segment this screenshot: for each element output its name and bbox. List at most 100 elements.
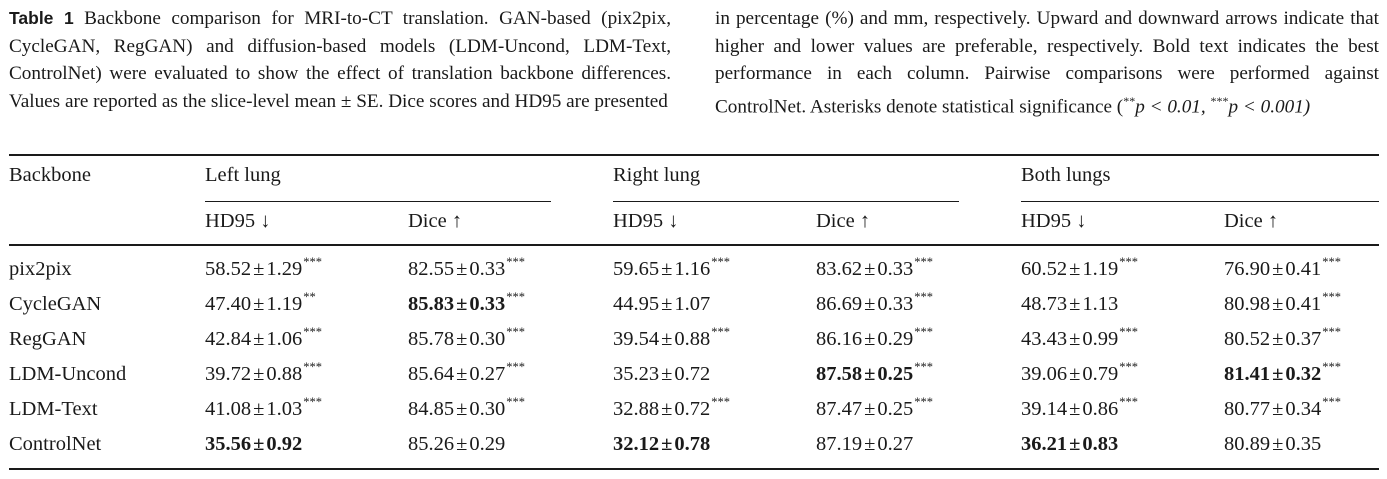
cell-significance: ***	[303, 360, 323, 374]
cell-significance: ***	[506, 290, 526, 304]
plus-minus-sign: ±	[864, 258, 876, 280]
cell-mean: 32.12	[613, 433, 660, 455]
cell-se: 1.06	[266, 328, 303, 350]
caption-text-left: Backbone comparison for MRI-to-CT transl…	[9, 8, 672, 113]
cell-se: 0.35	[1285, 433, 1322, 455]
cell-significance: ***	[1119, 360, 1139, 374]
table-cell: 39.54±0.88***	[613, 325, 731, 353]
cell-mean: 35.56	[205, 433, 252, 455]
cell-significance: ***	[1322, 360, 1342, 374]
plus-minus-sign: ±	[1069, 433, 1081, 455]
cell-mean: 87.19	[816, 433, 863, 455]
cell-significance: ***	[1119, 395, 1139, 409]
cell-mean: 44.95	[613, 293, 660, 315]
cell-mean: 80.89	[1224, 433, 1271, 455]
group-rule-2	[613, 201, 959, 202]
table-cell: 36.21±0.83	[1021, 432, 1118, 456]
cell-mean: 39.72	[205, 363, 252, 385]
row-label: LDM-Text	[9, 398, 98, 420]
table-cell: 39.72±0.88***	[205, 360, 323, 388]
cell-significance: ***	[506, 395, 526, 409]
plus-minus-sign: ±	[1069, 328, 1081, 350]
cell-se: 0.27	[469, 363, 506, 385]
table-cell: 32.12±0.78	[613, 432, 710, 456]
cell-mean: 48.73	[1021, 293, 1068, 315]
plus-minus-sign: ±	[253, 433, 265, 455]
cell-se: 0.99	[1082, 328, 1119, 350]
cell-se: 0.29	[877, 328, 914, 350]
table-cell: 35.23±0.72	[613, 362, 710, 386]
cell-se: 0.33	[469, 293, 506, 315]
cell-mean: 85.78	[408, 328, 455, 350]
cell-mean: 82.55	[408, 258, 455, 280]
cell-se: 0.79	[1082, 363, 1119, 385]
table-cell: 85.26±0.29	[408, 432, 505, 456]
cell-mean: 84.85	[408, 398, 455, 420]
table-cell: 43.43±0.99***	[1021, 325, 1138, 353]
cell-significance: ***	[711, 325, 731, 339]
cell-se: 0.27	[877, 433, 914, 455]
table-cell: 48.73±1.13	[1021, 292, 1118, 316]
table-cell: 87.58±0.25***	[816, 360, 934, 388]
plus-minus-sign: ±	[1272, 293, 1284, 315]
plus-minus-sign: ±	[456, 398, 468, 420]
group-rule-1	[205, 201, 551, 202]
cell-se: 0.92	[266, 433, 303, 455]
plus-minus-sign: ±	[864, 293, 876, 315]
cell-se: 0.30	[469, 398, 506, 420]
group-rule-3	[1021, 201, 1379, 202]
cell-significance: ***	[506, 255, 526, 269]
plus-minus-sign: ±	[661, 258, 673, 280]
table-cell: 39.06±0.79***	[1021, 360, 1139, 388]
cell-significance: ***	[1322, 255, 1342, 269]
row-label: LDM-Uncond	[9, 363, 127, 385]
plus-minus-sign: ±	[1272, 258, 1284, 280]
table-cell: 59.65±1.16***	[613, 255, 730, 283]
table-cell: 41.08±1.03***	[205, 395, 323, 423]
plus-minus-sign: ±	[661, 433, 673, 455]
metric-header-3: HD95 ↓	[613, 210, 679, 232]
cell-se: 0.37	[1285, 328, 1322, 350]
cell-mean: 81.41	[1224, 363, 1271, 385]
plus-minus-sign: ±	[253, 363, 265, 385]
plus-minus-sign: ±	[661, 293, 673, 315]
cell-se: 1.07	[674, 293, 711, 315]
cell-mean: 80.98	[1224, 293, 1271, 315]
cell-mean: 35.23	[613, 363, 660, 385]
plus-minus-sign: ±	[1069, 293, 1081, 315]
cell-significance: ***	[914, 360, 934, 374]
table-cell: 82.55±0.33***	[408, 255, 526, 283]
cell-significance: ***	[303, 395, 323, 409]
cell-se: 0.33	[469, 258, 506, 280]
plus-minus-sign: ±	[456, 433, 468, 455]
table-cell: 35.56±0.92	[205, 432, 302, 456]
table-cell: 80.89±0.35	[1224, 432, 1321, 456]
table-cell: 81.41±0.32***	[1224, 360, 1342, 388]
table-cell: 87.19±0.27	[816, 432, 913, 456]
cell-se: 1.03	[266, 398, 303, 420]
cell-se: 1.19	[266, 293, 303, 315]
row-label: CycleGAN	[9, 293, 102, 315]
cell-mean: 80.52	[1224, 328, 1271, 350]
plus-minus-sign: ±	[1069, 363, 1081, 385]
plus-minus-sign: ±	[864, 433, 876, 455]
cell-significance: ***	[303, 255, 323, 269]
cell-se: 0.41	[1285, 258, 1322, 280]
cell-se: 0.78	[674, 433, 711, 455]
plus-minus-sign: ±	[661, 328, 673, 350]
cell-mean: 76.90	[1224, 258, 1271, 280]
cell-significance: ***	[506, 325, 526, 339]
plus-minus-sign: ±	[1069, 258, 1081, 280]
caption-left-column: Table 1 Backbone comparison for MRI-to-C…	[9, 5, 671, 121]
plus-minus-sign: ±	[253, 398, 265, 420]
table-cell: 84.85±0.30***	[408, 395, 526, 423]
plus-minus-sign: ±	[864, 398, 876, 420]
cell-significance: ***	[1322, 325, 1342, 339]
table-cell: 80.77±0.34***	[1224, 395, 1341, 423]
table-cell: 32.88±0.72***	[613, 395, 730, 423]
plus-minus-sign: ±	[1272, 363, 1284, 385]
cell-mean: 39.14	[1021, 398, 1068, 420]
row-label: pix2pix	[9, 258, 72, 280]
cell-se: 1.16	[674, 258, 711, 280]
cell-se: 0.33	[877, 293, 914, 315]
